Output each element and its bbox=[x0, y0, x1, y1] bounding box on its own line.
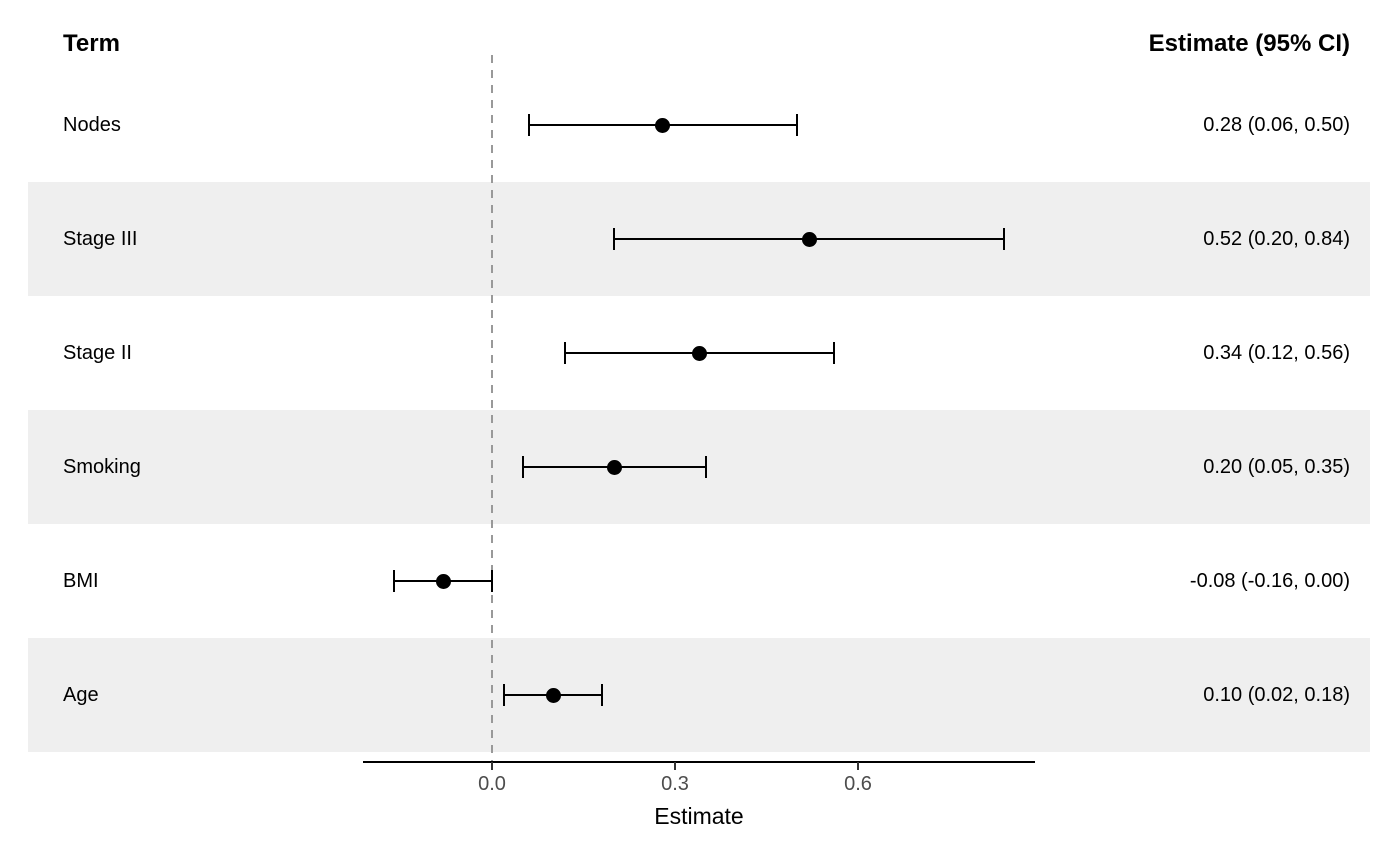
x-tick-mark bbox=[674, 762, 676, 770]
row-estimate-ci-value: 0.20 (0.05, 0.35) bbox=[1203, 455, 1350, 478]
point-estimate-marker bbox=[655, 117, 671, 133]
ci-lower-cap bbox=[393, 570, 396, 592]
ci-upper-cap bbox=[600, 684, 603, 706]
ci-upper-cap bbox=[796, 114, 798, 136]
row-estimate-ci-value: 0.52 (0.20, 0.84) bbox=[1203, 227, 1350, 250]
ci-lower-cap bbox=[613, 228, 615, 250]
ci-lower-cap bbox=[527, 114, 530, 136]
ci-upper-cap bbox=[1003, 228, 1006, 250]
row-estimate-ci-value: 0.34 (0.12, 0.56) bbox=[1203, 341, 1350, 364]
term-column-header: Term bbox=[63, 30, 120, 57]
stripe-band bbox=[28, 638, 1370, 752]
point-estimate-marker bbox=[545, 687, 561, 703]
row-term-label: Nodes bbox=[63, 113, 121, 136]
row-term-label: Stage III bbox=[63, 227, 138, 250]
ci-lower-cap bbox=[564, 342, 567, 364]
point-estimate-marker bbox=[691, 345, 707, 361]
ci-upper-cap bbox=[704, 456, 707, 478]
row-term-label: BMI bbox=[63, 569, 99, 592]
x-tick-mark bbox=[857, 762, 859, 770]
point-estimate-marker bbox=[606, 459, 622, 475]
point-estimate-marker bbox=[435, 573, 451, 589]
row-estimate-ci-value: 0.28 (0.06, 0.50) bbox=[1203, 113, 1350, 136]
x-tick-label: 0.0 bbox=[478, 773, 506, 795]
x-axis-title: Estimate bbox=[654, 803, 744, 829]
x-tick-label: 0.6 bbox=[844, 773, 872, 795]
x-tick-mark bbox=[491, 762, 493, 770]
estimate-ci-column-header: Estimate (95% CI) bbox=[1148, 30, 1350, 57]
point-estimate-marker bbox=[801, 231, 817, 247]
row-estimate-ci-value: -0.08 (-0.16, 0.00) bbox=[1189, 569, 1350, 592]
zero-reference-dashed-line bbox=[491, 55, 493, 764]
row-term-label: Age bbox=[63, 683, 99, 706]
x-axis-line bbox=[363, 761, 1035, 763]
ci-upper-cap bbox=[832, 342, 835, 364]
x-tick-label: 0.3 bbox=[661, 773, 689, 795]
ci-upper-cap bbox=[491, 570, 493, 592]
row-estimate-ci-value: 0.10 (0.02, 0.18) bbox=[1203, 683, 1350, 706]
ci-lower-cap bbox=[521, 456, 524, 478]
ci-lower-cap bbox=[503, 684, 506, 706]
row-term-label: Stage II bbox=[63, 341, 132, 364]
row-term-label: Smoking bbox=[63, 455, 141, 478]
